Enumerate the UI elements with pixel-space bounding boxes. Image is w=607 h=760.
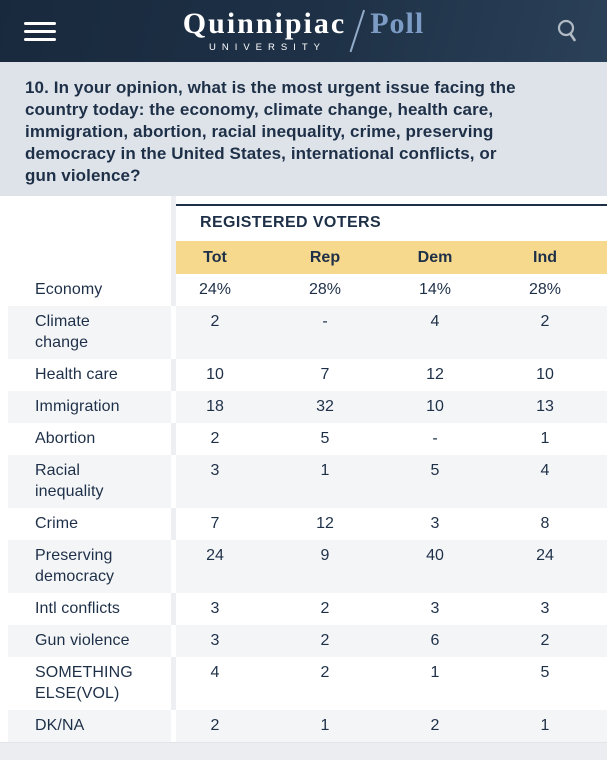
cell-value: 3	[210, 632, 220, 649]
brand-slash-divider	[349, 9, 365, 53]
cell-value: 1	[430, 664, 440, 681]
column-header-ind: Ind	[533, 249, 557, 266]
question-line: country today: the economy, climate chan…	[25, 100, 494, 119]
cell-value: 24	[536, 547, 554, 564]
table-row-abortion: Abortion 2 5 - 1	[0, 423, 607, 455]
question-line: immigration, abortion, racial inequality…	[25, 122, 494, 141]
row-label: Climate change	[8, 306, 171, 359]
column-header-rep: Rep	[309, 249, 341, 266]
question-line: 10. In your opinion, what is the most ur…	[25, 78, 516, 97]
cell-value: 9	[320, 547, 330, 564]
row-label: Abortion	[35, 430, 96, 447]
cell-value: 7	[210, 515, 220, 532]
cell-value: -	[322, 313, 328, 330]
cell-value: 3	[430, 515, 440, 532]
row-label: SOMETHING ELSE(VOL)	[35, 664, 133, 702]
cell-value: 4	[210, 664, 220, 681]
row-label: Crime	[35, 515, 79, 532]
table-column-header-row: Tot Rep Dem Ind	[0, 241, 607, 274]
cell-value: 18	[206, 398, 224, 415]
cell-value: 24	[206, 547, 224, 564]
table-row-preserving-democracy: Preserving democracy 24 9 40 24	[0, 540, 607, 593]
cell-value: 2	[320, 632, 330, 649]
table-row-something-else: SOMETHING ELSE(VOL) 4 2 1 5	[0, 657, 607, 710]
cell-value: 12	[426, 366, 444, 383]
cell-value: 8	[540, 515, 550, 532]
table-row-health-care: Health care 10 7 12 10	[0, 359, 607, 391]
row-label: Economy	[35, 281, 103, 298]
cell-value: 28%	[528, 281, 562, 298]
brand-logo[interactable]: Quinnipiac UNIVERSITY Poll	[182, 7, 425, 54]
cell-value: 10	[426, 398, 444, 415]
row-label: Racial inequality	[8, 455, 171, 508]
cell-value: 5	[430, 462, 440, 479]
page-bottom-band	[0, 742, 607, 760]
cell-value: 7	[320, 366, 330, 383]
table-row-economy: Economy 24% 28% 14% 28%	[0, 274, 607, 306]
cell-value: 3	[210, 600, 220, 617]
cell-value: 4	[430, 313, 440, 330]
column-header-dem: Dem	[417, 249, 453, 266]
row-label: DK/NA	[8, 710, 171, 742]
row-label: Gun violence	[8, 625, 171, 657]
cell-value: 2	[540, 632, 550, 649]
cell-value: 1	[320, 717, 330, 734]
cell-value: 3	[540, 600, 550, 617]
table-row-intl-conflicts: Intl conflicts 3 2 3 3	[0, 593, 607, 625]
brand-name: Quinnipiac	[182, 7, 347, 40]
cell-value: 32	[316, 398, 334, 415]
cell-value: -	[432, 430, 438, 447]
search-icon[interactable]	[553, 16, 583, 46]
cell-value: 2	[320, 600, 330, 617]
cell-value: 10	[536, 366, 554, 383]
cell-value: 40	[426, 547, 444, 564]
question-line: democracy in the United States, internat…	[25, 144, 497, 163]
cell-value: 1	[320, 462, 330, 479]
cell-value: 5	[540, 664, 550, 681]
cell-value: 12	[316, 515, 334, 532]
menu-icon[interactable]	[24, 17, 56, 46]
cell-value: 2	[210, 313, 220, 330]
cell-value: 3	[210, 462, 220, 479]
row-label: Preserving democracy	[8, 540, 171, 593]
poll-question: 10. In your opinion, what is the most ur…	[0, 62, 607, 196]
cell-value: 24%	[198, 281, 232, 298]
cell-value: 2	[430, 717, 440, 734]
cell-value: 14%	[418, 281, 452, 298]
row-label: Intl conflicts	[35, 600, 120, 617]
row-label: Health care	[35, 366, 118, 383]
registered-voters-header: REGISTERED VOTERS	[176, 204, 607, 241]
cell-value: 5	[320, 430, 330, 447]
table-row-climate-change: Climate change 2 - 4 2	[0, 306, 607, 359]
results-table: REGISTERED VOTERS Tot Rep Dem Ind Econom…	[0, 196, 607, 742]
cell-value: 2	[210, 717, 220, 734]
cell-value: 3	[430, 600, 440, 617]
row-label: Immigration	[8, 391, 171, 423]
cell-value: 4	[540, 462, 550, 479]
cell-value: 1	[540, 717, 550, 734]
brand-poll-label: Poll	[370, 7, 425, 40]
table-group-header-row: REGISTERED VOTERS	[0, 196, 607, 241]
table-row-dk-na: DK/NA 2 1 2 1	[0, 710, 607, 742]
cell-value: 2	[540, 313, 550, 330]
top-nav-bar: Quinnipiac UNIVERSITY Poll	[0, 0, 607, 62]
cell-value: 2	[210, 430, 220, 447]
cell-value: 28%	[308, 281, 342, 298]
column-header-tot: Tot	[203, 249, 227, 266]
brand-university-label: UNIVERSITY	[208, 42, 326, 53]
table-row-racial-inequality: Racial inequality 3 1 5 4	[0, 455, 607, 508]
cell-value: 1	[540, 430, 550, 447]
question-line: gun violence?	[25, 166, 141, 185]
cell-value: 2	[320, 664, 330, 681]
cell-value: 10	[206, 366, 224, 383]
table-row-crime: Crime 7 12 3 8	[0, 508, 607, 540]
cell-value: 6	[430, 632, 440, 649]
table-row-immigration: Immigration 18 32 10 13	[0, 391, 607, 423]
cell-value: 13	[536, 398, 554, 415]
table-row-gun-violence: Gun violence 3 2 6 2	[0, 625, 607, 657]
